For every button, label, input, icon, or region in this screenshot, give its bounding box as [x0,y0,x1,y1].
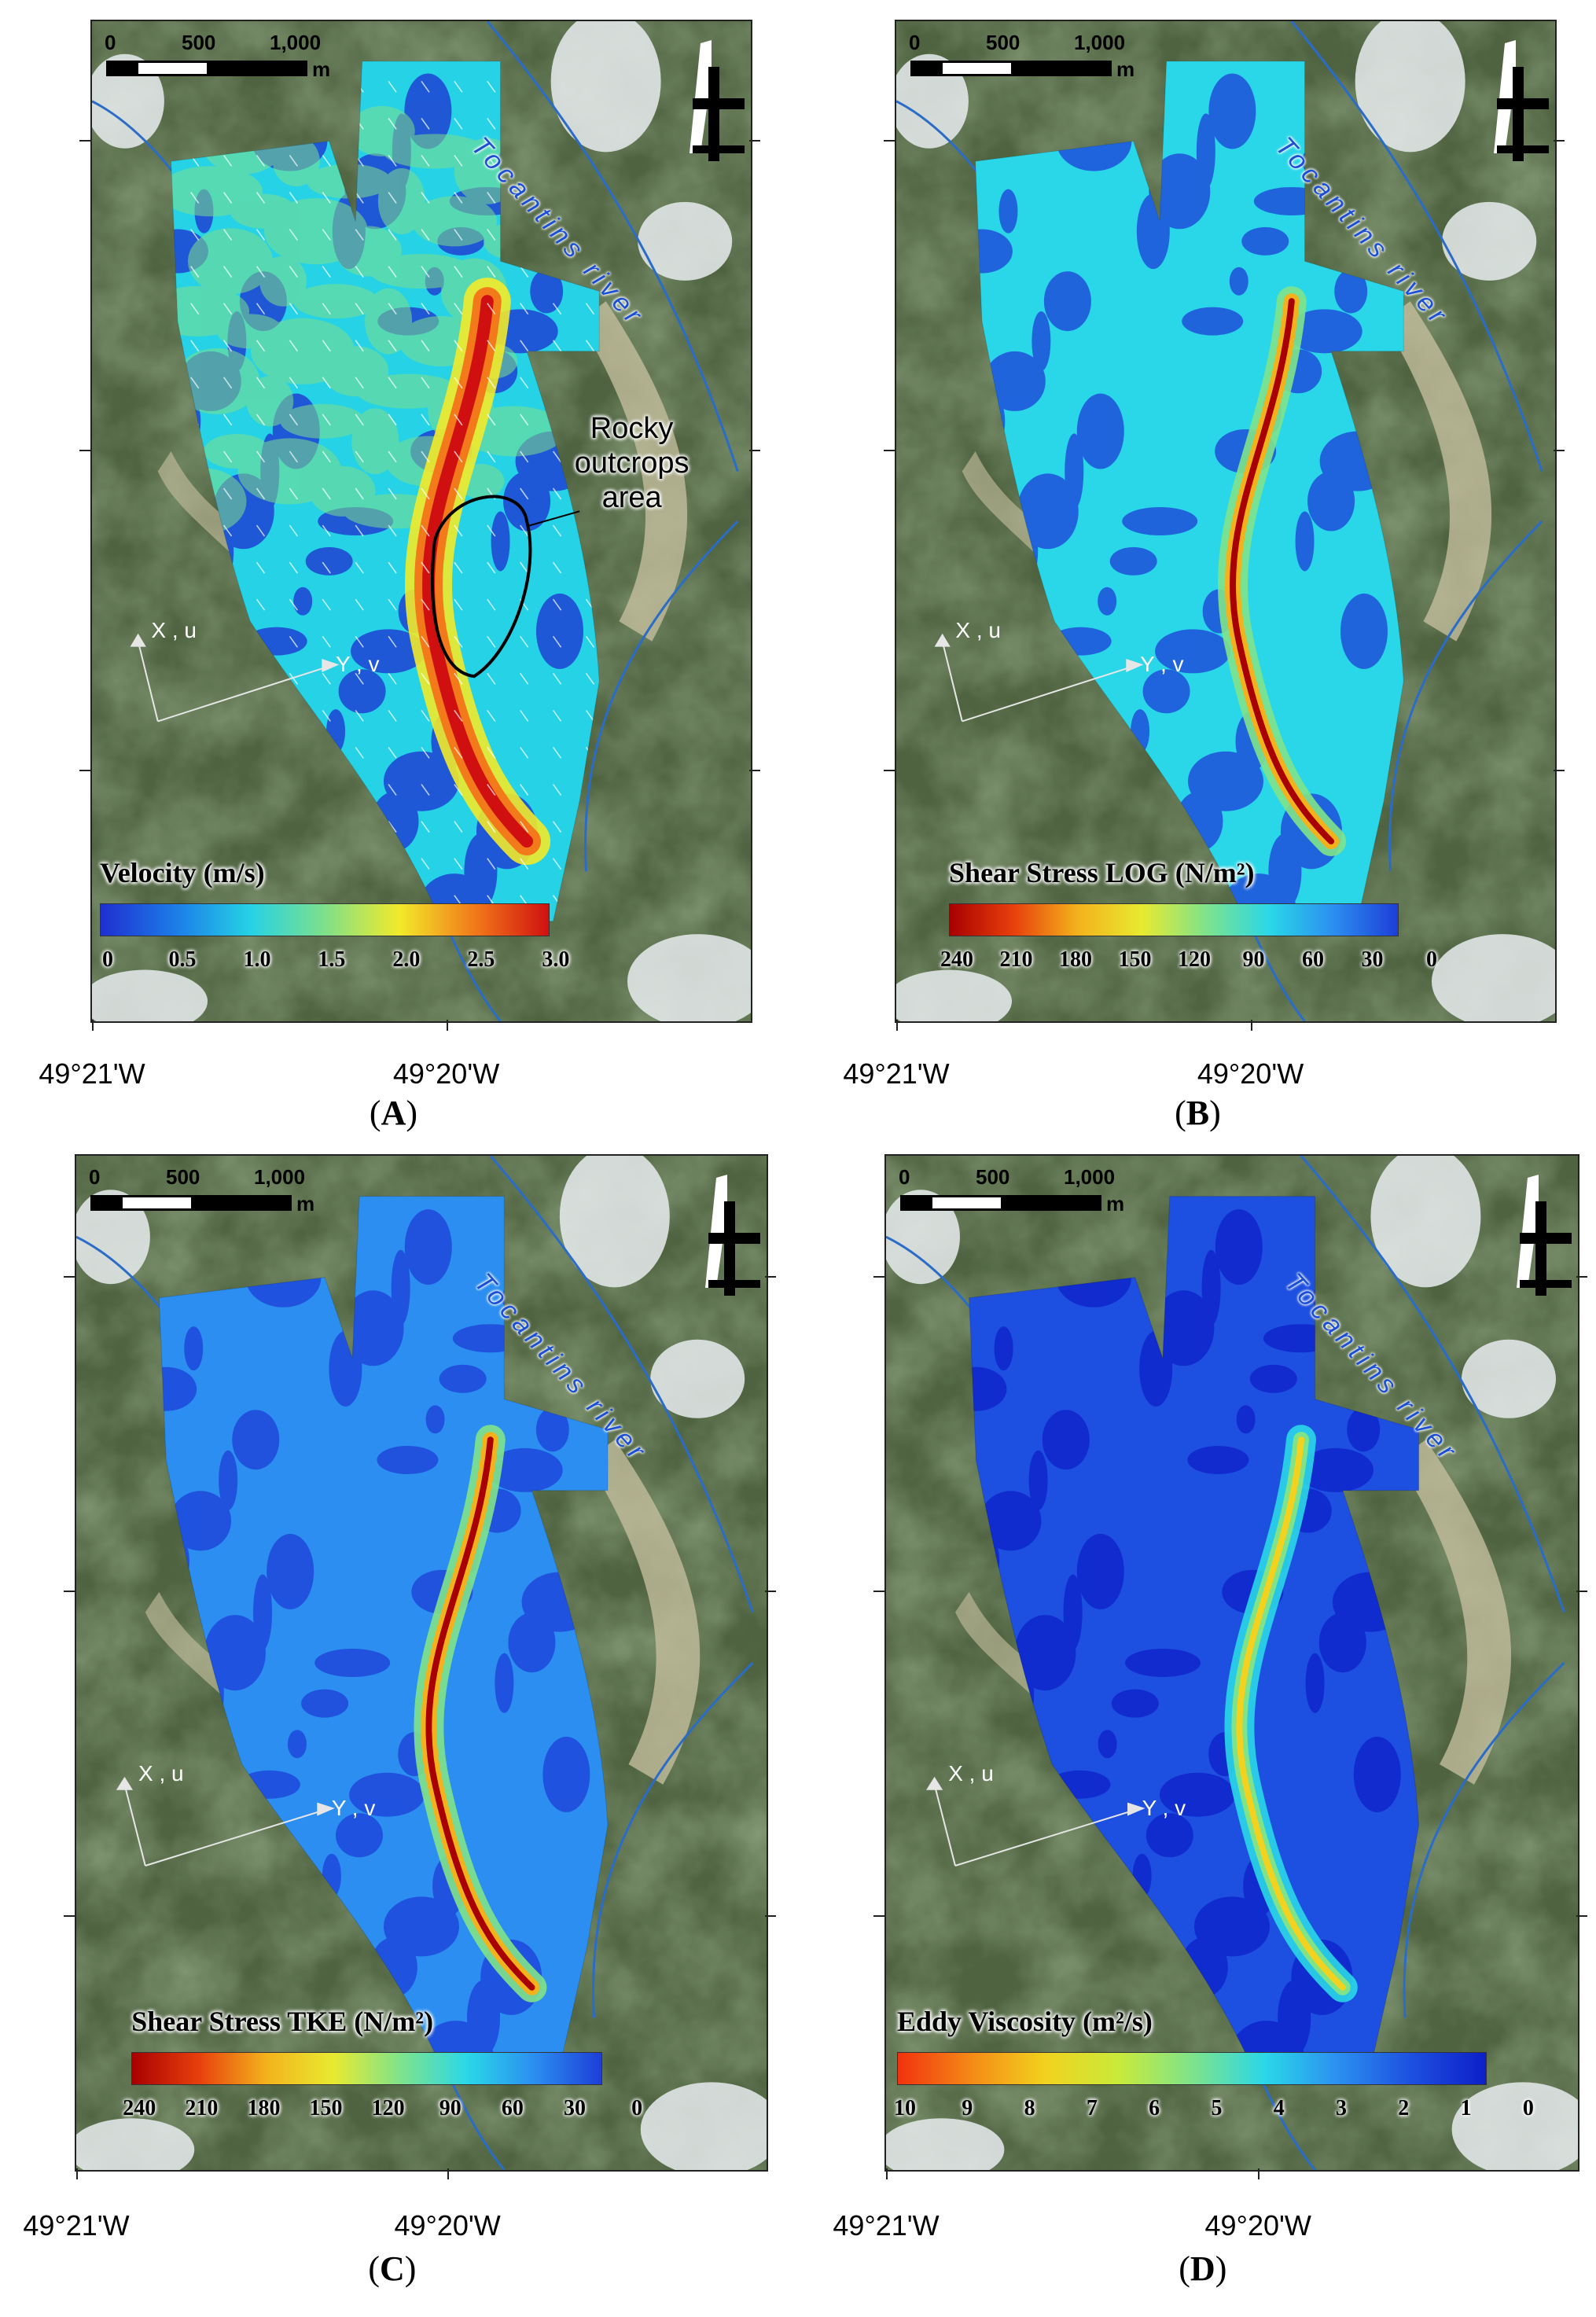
legend-tick-label: 5 [1211,2096,1223,2120]
legend-tick-label: 1.0 [243,947,271,972]
scale-label-500: 500 [976,1165,1010,1189]
legend-tick-label: 90 [439,2096,462,2120]
longitude-label-right: 49°20'W [392,1057,500,1090]
rocky-outcrops-label: Rocky outcrops area [574,412,690,515]
scale-label-500: 500 [166,1165,200,1189]
scale-bar: 0 500 1,000 m [103,31,362,86]
longitude-label-left: 49°21'W [39,1057,145,1090]
north-arrow-icon [1512,1170,1575,1296]
longitude-label-left: 49°21'W [833,2209,940,2242]
legend-tick-label: 1.5 [318,947,346,972]
x-axis-label: X , u [151,617,197,642]
legend-tick-label: 150 [1118,947,1152,972]
legend-tick-label: 210 [999,947,1033,972]
legend-tick-label: 0 [102,947,113,972]
legend-tick-label: 240 [123,2096,156,2120]
legend-tick-label: 30 [1361,947,1384,972]
panel-label-a: (A) [369,1094,418,1132]
scale-label-1000: 1,000 [1074,31,1126,54]
longitude-label-left: 49°21'W [23,2209,130,2242]
legend-color-bar [100,903,550,936]
scale-label-0: 0 [909,31,921,54]
legend-tick-label: 0.5 [168,947,197,972]
legend-color-bar [949,903,1399,936]
scale-label-1000: 1,000 [254,1165,306,1189]
scale-unit: m [312,57,331,81]
legend-tick-label: 0 [1426,947,1438,972]
legend-tick-label: 10 [894,2096,916,2120]
legend-title: Shear Stress LOG (N/m²) [949,857,1255,888]
legend-tick-label: 240 [940,947,974,972]
legend-tick-label: 180 [1059,947,1093,972]
scale-bar: 0 500 1,000 m [897,1165,1157,1220]
legend-tick-label: 90 [1242,947,1265,972]
legend-title: Shear Stress TKE (N/m²) [131,2006,434,2037]
scale-unit: m [1116,57,1135,81]
legend-tick-label: 180 [247,2096,281,2120]
legend-tick-label: 3 [1336,2096,1348,2120]
legend-tick-label: 30 [563,2096,586,2120]
legend-tick-label: 120 [371,2096,405,2120]
scale-unit: m [1106,1192,1125,1216]
legend-tick-label: 150 [309,2096,343,2120]
scale-unit: m [296,1192,315,1216]
x-axis-label: X , u [138,1760,184,1786]
legend-title: Eddy Viscosity (m²/s) [897,2006,1153,2037]
legend-color-bar [897,2052,1487,2085]
scale-label-500: 500 [182,31,216,54]
legend-tick-label: 210 [185,2096,219,2120]
scale-label-500: 500 [986,31,1020,54]
longitude-label-left: 49°21'W [843,1057,950,1090]
scale-label-0: 0 [105,31,116,54]
scale-label-1000: 1,000 [1064,1165,1116,1189]
legend-tick-label: 0 [631,2096,643,2120]
north-arrow-icon [685,35,748,161]
scale-bar: 0 500 1,000 m [87,1165,347,1220]
map-canvas [896,21,1555,1021]
panel-label-b: (B) [1175,1094,1221,1132]
y-axis-label: Y , v [1140,652,1184,677]
legend-tick-label: 1 [1460,2096,1472,2120]
scale-label-0: 0 [899,1165,910,1189]
legend-tick-label: 7 [1086,2096,1098,2120]
legend-tick-label: 60 [501,2096,524,2120]
north-arrow-icon [1489,35,1552,161]
scale-label-0: 0 [89,1165,101,1189]
x-axis-label: X , u [948,1760,994,1786]
legend-tick-label: 9 [962,2096,973,2120]
panel-label-d: (D) [1179,2249,1227,2288]
longitude-label-right: 49°20'W [394,2209,501,2242]
longitude-label-right: 49°20'W [1197,1057,1304,1090]
legend-tick-label: 3.0 [542,947,570,972]
longitude-label-right: 49°20'W [1204,2209,1311,2242]
map-canvas [76,1156,767,2170]
legend-tick-label: 8 [1024,2096,1035,2120]
panel-label-c: (C) [368,2249,417,2288]
legend-tick-label: 0 [1522,2096,1534,2120]
map-canvas [886,1156,1578,2170]
legend-title: Velocity (m/s) [100,857,265,888]
legend-tick-label: 2.0 [392,947,421,972]
scale-bar: 0 500 1,000 m [907,31,1167,86]
legend-tick-label: 4 [1273,2096,1285,2120]
y-axis-label: Y , v [331,1796,376,1821]
legend-tick-label: 6 [1149,2096,1160,2120]
y-axis-label: Y , v [336,652,380,677]
legend-tick-label: 2.5 [467,947,495,972]
legend-tick-label: 120 [1178,947,1212,972]
y-axis-label: Y , v [1142,1796,1186,1821]
north-arrow-icon [701,1170,763,1296]
map-canvas [92,21,751,1021]
legend-tick-label: 60 [1302,947,1325,972]
legend-color-bar [131,2052,603,2085]
scale-label-1000: 1,000 [270,31,322,54]
legend-tick-label: 2 [1398,2096,1410,2120]
x-axis-label: X , u [955,617,1001,642]
